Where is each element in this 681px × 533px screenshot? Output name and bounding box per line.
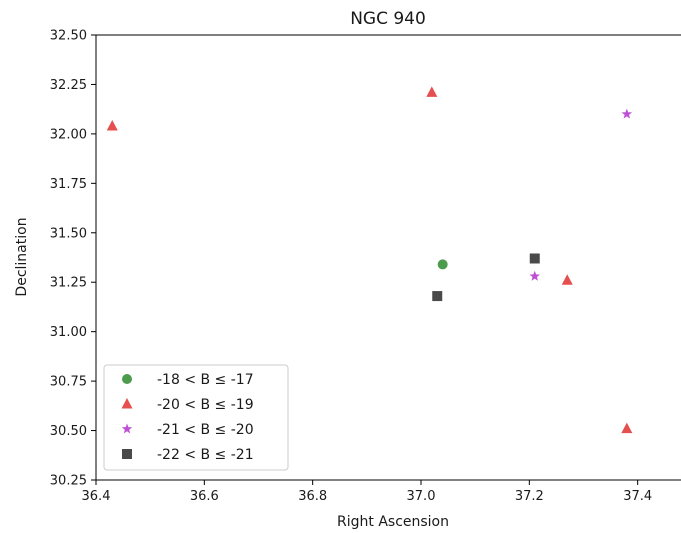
legend-label: -21 < B ≤ -20	[157, 422, 254, 438]
y-tick-label: 31.50	[50, 226, 87, 241]
plot-area: 36.4 36.6 36.8 37.0 37.2 37.4 30.25 30.50 30.75 3…	[50, 29, 681, 504]
y-axis-title: Declination	[14, 217, 30, 296]
y-tick-label: 30.75	[50, 375, 87, 390]
x-tick-label: 36.8	[298, 489, 327, 504]
legend-marker-star	[121, 423, 133, 434]
chart-title: NGC 940	[350, 9, 426, 29]
data-point-triangle	[426, 86, 438, 97]
y-tick-label: 32.50	[50, 29, 87, 44]
data-point-triangle	[106, 119, 118, 131]
legend-marker-square	[122, 449, 132, 459]
data-point-square	[529, 253, 540, 264]
x-tick-label: 37.4	[623, 489, 652, 504]
data-point-triangle	[621, 422, 633, 434]
y-tick-label: 30.25	[50, 474, 87, 489]
data-point-triangle	[561, 274, 573, 285]
legend-label: -20 < B ≤ -19	[157, 397, 254, 413]
data-point-star	[529, 270, 540, 281]
legend-marker-circle	[122, 374, 132, 384]
y-tick-label: 31.00	[50, 325, 87, 340]
legend-box	[103, 364, 289, 471]
legend: -18 < B ≤ -17 -20 < B ≤ -19 -21 < B ≤ -20 -…	[103, 364, 289, 471]
x-tick-label: 36.4	[82, 489, 111, 504]
y-tick-label: 31.75	[50, 177, 87, 192]
legend-marker-triangle	[121, 398, 133, 409]
y-tick-label: 31.25	[50, 276, 87, 291]
data-point-square	[432, 291, 443, 302]
data-point-circle	[437, 259, 448, 270]
y-tick-label: 32.00	[50, 127, 87, 142]
data-point-star	[621, 108, 633, 119]
x-tick-label: 37.0	[407, 489, 436, 504]
x-tick-label: 37.2	[515, 489, 544, 504]
y-tick-label: 30.50	[50, 424, 87, 439]
y-tick-label: 32.25	[50, 78, 87, 93]
legend-label: -18 < B ≤ -17	[157, 372, 254, 388]
x-axis-title: Right Ascension	[337, 514, 449, 530]
x-tick-label: 36.6	[190, 489, 219, 504]
legend-label: -22 < B ≤ -21	[157, 447, 254, 463]
